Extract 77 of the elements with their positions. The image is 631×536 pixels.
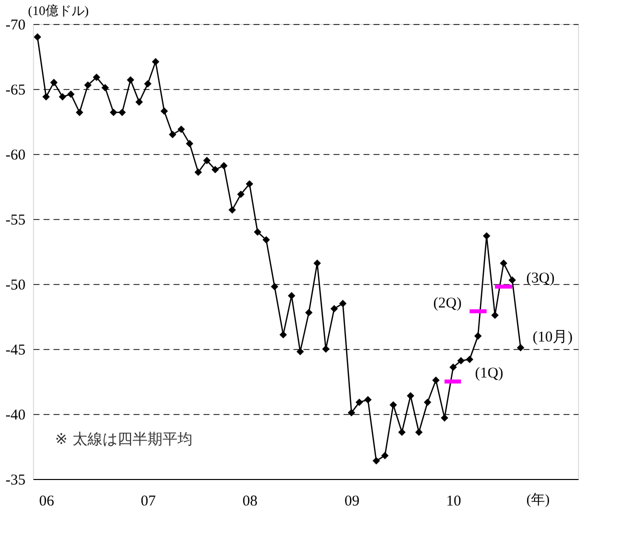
point xyxy=(372,457,380,465)
point xyxy=(118,108,126,116)
point xyxy=(126,76,134,84)
point xyxy=(474,332,482,340)
point xyxy=(67,90,75,98)
annotation: (10月) xyxy=(532,330,573,346)
point xyxy=(406,392,414,400)
point xyxy=(194,168,202,176)
point xyxy=(58,93,66,101)
y-tick-label: -35 xyxy=(6,472,26,488)
point xyxy=(424,398,432,406)
point xyxy=(84,81,92,89)
point xyxy=(42,93,50,101)
point xyxy=(381,452,389,460)
point xyxy=(466,356,474,364)
point xyxy=(449,363,457,371)
point xyxy=(34,33,42,41)
y-tick-label: -45 xyxy=(6,342,26,358)
point xyxy=(50,78,58,86)
point xyxy=(296,348,304,356)
point xyxy=(135,98,143,106)
point xyxy=(92,74,100,82)
x-axis-title: (年) xyxy=(526,492,550,508)
point xyxy=(237,190,245,198)
point xyxy=(152,58,160,66)
point xyxy=(508,276,516,284)
y-axis-title: (10億ドル) xyxy=(28,3,89,18)
point xyxy=(516,344,524,352)
point xyxy=(270,282,278,290)
point xyxy=(101,84,109,92)
x-tick-label: 09 xyxy=(344,494,360,510)
point xyxy=(500,259,508,267)
point xyxy=(305,308,313,316)
point xyxy=(288,292,296,300)
x-tick-label: 10 xyxy=(446,494,462,510)
x-tick-label: 08 xyxy=(242,494,258,510)
point xyxy=(339,300,347,308)
y-tick-label: -65 xyxy=(6,82,26,98)
point xyxy=(168,130,176,138)
series-label: (3Q) xyxy=(526,270,555,287)
point xyxy=(262,236,270,244)
point xyxy=(330,304,338,312)
point xyxy=(356,398,363,406)
x-tick-label: 07 xyxy=(140,494,156,510)
point xyxy=(212,166,219,174)
annotation: ※ 太線は四半期平均 xyxy=(55,430,192,448)
point xyxy=(348,408,356,416)
y-tick-label: -40 xyxy=(6,408,26,424)
point xyxy=(398,428,406,436)
point xyxy=(482,232,490,240)
point xyxy=(160,107,168,115)
y-tick-label: -70 xyxy=(6,18,26,34)
point xyxy=(415,428,423,436)
series-label: (1Q) xyxy=(474,366,504,382)
point xyxy=(186,140,194,148)
y-tick-label: -60 xyxy=(6,148,26,164)
point xyxy=(364,396,372,404)
point xyxy=(246,180,254,188)
point xyxy=(440,414,448,422)
point xyxy=(203,156,211,164)
point xyxy=(76,108,84,116)
point xyxy=(280,330,287,338)
point xyxy=(178,126,185,134)
point xyxy=(313,259,321,267)
point xyxy=(254,228,262,236)
point xyxy=(432,376,440,384)
y-tick-label: -50 xyxy=(6,278,26,294)
point xyxy=(228,206,236,214)
point xyxy=(220,162,228,170)
point xyxy=(110,108,118,116)
series-label: (2Q) xyxy=(433,295,462,312)
y-tick-label: -55 xyxy=(6,212,26,228)
point xyxy=(390,401,397,409)
point xyxy=(144,80,152,88)
point xyxy=(457,356,465,364)
point xyxy=(322,345,330,353)
x-tick-label: 06 xyxy=(39,494,55,510)
